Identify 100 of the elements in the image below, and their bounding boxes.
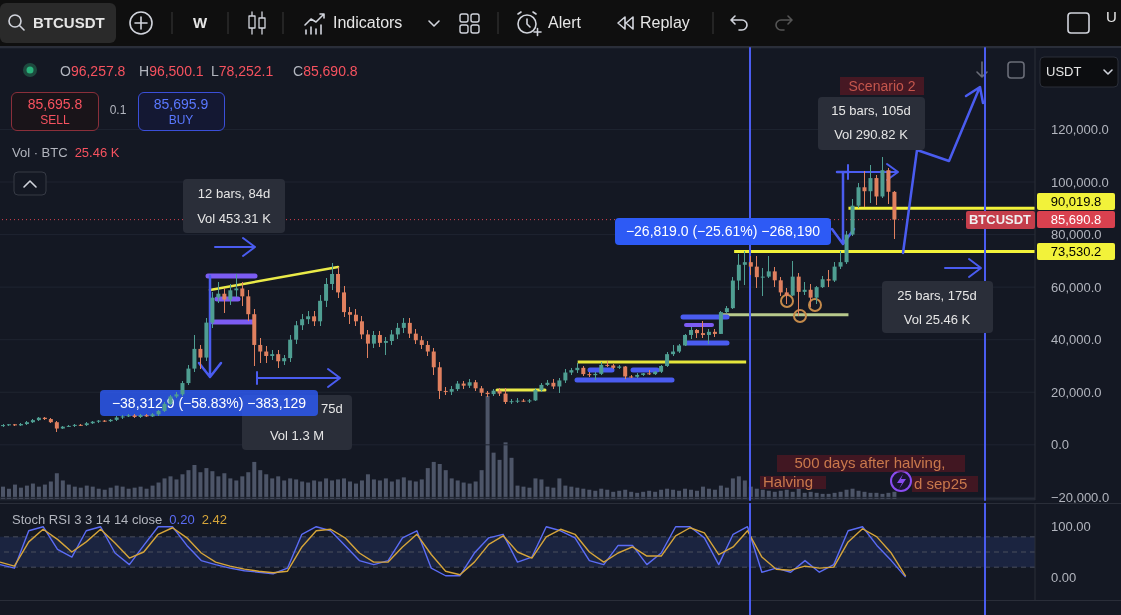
bar <box>371 479 376 499</box>
candlestick <box>258 337 263 364</box>
text: BTCUSDT <box>33 14 105 32</box>
bar <box>342 478 347 499</box>
candlestick <box>240 281 245 307</box>
annotation: BTCUSDT <box>968 211 1032 228</box>
ref-line-label: 90,019.8 <box>1037 193 1115 211</box>
text: Stoch RSI 3 3 14 14 close <box>12 511 163 528</box>
bar <box>210 471 215 499</box>
annotation: 0.1 <box>109 103 127 118</box>
bar <box>234 480 239 499</box>
bar <box>252 461 257 499</box>
bar <box>264 474 269 499</box>
bar <box>509 457 514 499</box>
candlestick <box>216 281 221 305</box>
bar <box>336 479 341 499</box>
bar <box>557 478 562 499</box>
annotation: 0.20 <box>169 511 195 528</box>
bar <box>503 442 508 499</box>
candlestick <box>342 285 347 318</box>
annotation: Scenario 2 <box>848 77 916 95</box>
bar <box>162 478 167 499</box>
bar <box>312 480 317 499</box>
bar <box>485 396 490 499</box>
candlestick <box>359 315 364 340</box>
y-tick-label: 60,000.0 <box>1051 279 1102 295</box>
bar <box>60 480 65 499</box>
candlestick <box>760 267 765 297</box>
bar <box>54 473 59 499</box>
chart-title: Vol · BTC <box>12 144 68 161</box>
y-tick-label: 120,000.0 <box>1051 122 1109 138</box>
candlestick <box>431 347 436 376</box>
annotation: O96,257.8 <box>60 62 126 79</box>
bar <box>455 480 460 499</box>
bar <box>401 477 406 499</box>
bar <box>180 474 185 499</box>
candlestick <box>754 255 759 289</box>
annotation: L78,252.1 <box>211 62 274 79</box>
annotation: 85,695.9 <box>153 95 209 113</box>
bar <box>365 474 370 499</box>
y-tick-label: 0.0 <box>1051 437 1070 453</box>
bar <box>258 470 263 499</box>
candlestick <box>192 334 197 373</box>
candlestick <box>330 262 335 291</box>
y-tick-label: 100,000.0 <box>1051 174 1109 190</box>
y-tick-label: 80,000.0 <box>1051 227 1102 243</box>
bar <box>222 473 227 499</box>
bar <box>228 478 233 499</box>
candlestick <box>246 289 251 322</box>
bar <box>395 479 400 499</box>
candlestick <box>198 344 203 370</box>
bar <box>330 480 335 499</box>
text: W <box>193 14 208 32</box>
bar <box>419 479 424 499</box>
annotation: SELL <box>40 113 70 128</box>
annotation: 75d <box>321 400 343 417</box>
candlestick <box>437 361 442 400</box>
candlestick <box>790 260 795 297</box>
candlestick <box>766 255 771 279</box>
bar <box>449 478 454 499</box>
bar <box>383 478 388 499</box>
candlestick <box>874 174 879 206</box>
bar <box>240 476 245 499</box>
annotation: BUY <box>168 113 194 128</box>
bar <box>246 472 251 499</box>
y-tick-label: 100.00 <box>1051 519 1091 535</box>
candlestick <box>796 272 801 317</box>
bar <box>736 476 741 499</box>
annotation: Vol 453.31 K <box>197 210 271 227</box>
bar <box>48 481 53 499</box>
annotation: −26,819.0 (−25.61%) −268,190 <box>625 222 821 240</box>
annotation: Vol 290.82 K <box>834 126 908 143</box>
annotation: 500 days after halving, <box>794 454 946 472</box>
annotation: −38,312.9 (−58.83%) −383,129 <box>111 394 307 412</box>
bar <box>389 481 394 499</box>
text: Alert <box>548 13 581 33</box>
candlestick <box>186 364 191 387</box>
candlestick <box>868 164 873 204</box>
bar <box>347 481 352 499</box>
annotation: 15 bars, 105d <box>831 102 911 119</box>
ref-line-label: 85,690.8 <box>1037 211 1115 229</box>
y-tick-label: 0.00 <box>1051 569 1077 585</box>
annotation: 25 bars, 175d <box>897 287 977 304</box>
candlestick <box>288 334 293 363</box>
bar <box>443 470 448 499</box>
bar <box>282 480 287 499</box>
bar <box>294 479 299 499</box>
text: Replay <box>640 13 690 33</box>
y-tick-label: 40,000.0 <box>1051 332 1102 348</box>
bar <box>300 481 305 499</box>
bar <box>473 481 478 499</box>
candlestick <box>856 181 861 209</box>
bar <box>539 479 544 499</box>
annotation: H96,500.1 <box>139 62 204 79</box>
candlestick <box>407 317 412 339</box>
bar <box>491 452 496 499</box>
annotation: d sep25 <box>914 475 968 493</box>
candlestick <box>336 266 341 300</box>
candlestick <box>736 252 741 291</box>
bar <box>437 463 442 499</box>
